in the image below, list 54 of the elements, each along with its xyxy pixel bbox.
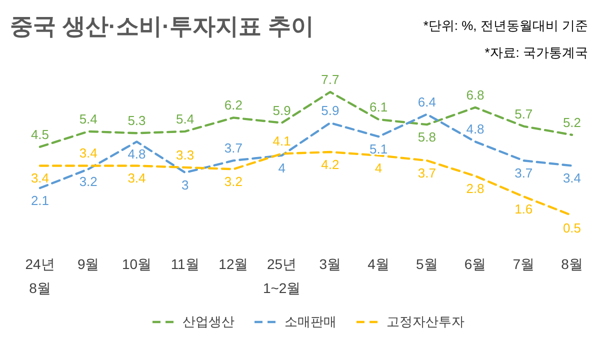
chart-title: 중국 생산·소비·투자지표 추이 (10, 13, 314, 39)
x-tick-label: 25년 1~2월 (262, 256, 301, 296)
data-label: 6.8 (466, 87, 484, 102)
data-label: 3.4 (30, 170, 50, 186)
text: *자료: 국가통계국 (484, 45, 588, 60)
data-label: 3.7 (418, 166, 436, 181)
data-label: 1.6 (514, 202, 533, 217)
x-tick-label: 9월 (77, 256, 100, 272)
data-label: 6.4 (418, 94, 436, 110)
data-label: 3 (181, 178, 189, 193)
data-label: 5.4 (176, 111, 194, 126)
text: *단위: %, 전년동월대비 기준 (423, 18, 588, 33)
legend-label: 산업생산 (182, 314, 234, 329)
data-label: 4.2 (321, 157, 340, 172)
data-label: 6.2 (224, 98, 242, 113)
data-label: 5.7 (514, 106, 533, 122)
data-label: 5.9 (321, 102, 340, 118)
data-label: 4 (278, 160, 286, 176)
data-label: 2.1 (30, 193, 50, 208)
data-label: 3.4 (128, 170, 146, 186)
data-label: 4 (374, 160, 382, 176)
data-label: 5.1 (370, 142, 388, 157)
legend-label: 소매판매 (284, 314, 336, 329)
data-label: 3.4 (79, 146, 98, 161)
data-label: 0.5 (562, 220, 582, 236)
data-label: 5.2 (562, 114, 582, 130)
x-tick-label: 4월 (368, 256, 390, 272)
data-label: 4.8 (128, 146, 146, 162)
data-label: 4.1 (272, 134, 291, 149)
data-label: 4.5 (30, 126, 50, 142)
data-label: 3.2 (224, 174, 242, 190)
data-label: 4.8 (466, 122, 484, 137)
x-tick-label: 10월 (122, 256, 152, 272)
x-tick-label: 7월 (512, 256, 535, 272)
data-label: 5.4 (79, 111, 98, 126)
data-label: 6.1 (370, 99, 388, 114)
data-label: 3.7 (224, 140, 242, 156)
data-label: 5.3 (128, 113, 146, 128)
data-label: 5.9 (272, 102, 291, 118)
x-tick-label: 3월 (319, 256, 342, 272)
legend-label: 고정자산투자 (386, 314, 464, 329)
x-tick-label: 6월 (464, 256, 486, 272)
data-label: 7.7 (321, 72, 340, 87)
data-label: 3.7 (514, 166, 533, 181)
x-tick-label: 5월 (416, 256, 438, 272)
x-tick-label: 11월 (170, 256, 200, 272)
data-label: 3.4 (562, 170, 582, 186)
x-tick-label: 12월 (218, 256, 248, 272)
data-label: 3.2 (79, 174, 98, 190)
data-label: 2.8 (466, 181, 484, 196)
data-label: 3.3 (176, 147, 194, 162)
x-tick-label: 8월 (561, 256, 583, 272)
x-tick-label: 24년 8월 (25, 256, 55, 296)
data-label: 5.8 (418, 130, 436, 145)
